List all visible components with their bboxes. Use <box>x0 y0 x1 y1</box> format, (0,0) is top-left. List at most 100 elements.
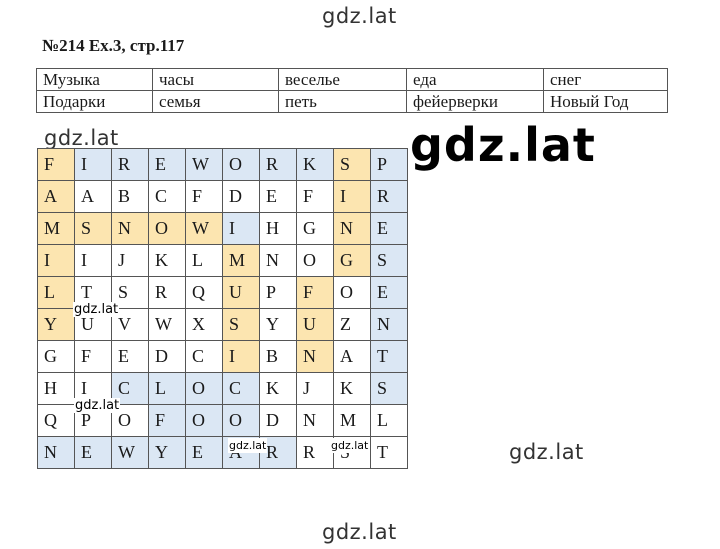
watermark-small: gdz.lat <box>73 302 120 317</box>
word-cell: петь <box>278 90 407 113</box>
grid-letter-cell: E <box>74 436 112 469</box>
grid-letter-cell: R <box>296 436 334 469</box>
word-cell: веселье <box>278 68 407 91</box>
grid-letter-cell: T <box>370 340 408 373</box>
watermark-small: gdz.lat <box>330 438 370 453</box>
grid-letter-cell: E <box>148 148 186 181</box>
grid-letter-cell: F <box>148 404 186 437</box>
grid-letter-cell: K <box>296 148 334 181</box>
grid-letter-cell: U <box>296 308 334 341</box>
grid-letter-cell: E <box>259 180 297 213</box>
words-row: Музыка часы веселье еда снег <box>36 68 668 91</box>
grid-letter-cell: H <box>259 212 297 245</box>
grid-letter-cell: O <box>222 148 260 181</box>
grid-letter-cell: J <box>111 244 149 277</box>
grid-letter-cell: N <box>333 212 371 245</box>
grid-letter-cell: T <box>370 436 408 469</box>
grid-letter-cell: Q <box>37 404 75 437</box>
grid-letter-cell: S <box>370 372 408 405</box>
grid-letter-cell: I <box>222 340 260 373</box>
grid-letter-cell: D <box>148 340 186 373</box>
grid-letter-cell: U <box>222 276 260 309</box>
grid-letter-cell: F <box>185 180 223 213</box>
grid-letter-cell: V <box>111 308 149 341</box>
grid-letter-cell: M <box>37 212 75 245</box>
grid-letter-cell: S <box>222 308 260 341</box>
watermark-small: gdz.lat <box>228 438 268 453</box>
grid-letter-cell: W <box>148 308 186 341</box>
watermark: gdz.lat <box>322 520 397 544</box>
grid-letter-cell: F <box>74 340 112 373</box>
grid-letter-cell: M <box>333 404 371 437</box>
grid-letter-cell: W <box>185 212 223 245</box>
word-cell: еда <box>406 68 544 91</box>
grid-letter-cell: D <box>222 180 260 213</box>
watermark-large: gdz.lat <box>410 118 596 172</box>
grid-letter-cell: W <box>185 148 223 181</box>
grid-letter-cell: R <box>259 148 297 181</box>
grid-letter-cell: S <box>333 148 371 181</box>
grid-letter-cell: Y <box>37 308 75 341</box>
grid-letter-cell: S <box>370 244 408 277</box>
grid-letter-cell: W <box>111 436 149 469</box>
grid-letter-cell: Q <box>185 276 223 309</box>
grid-letter-cell: O <box>185 404 223 437</box>
grid-letter-cell: N <box>111 212 149 245</box>
grid-letter-cell: S <box>74 212 112 245</box>
grid-letter-cell: A <box>333 340 371 373</box>
grid-letter-cell: F <box>37 148 75 181</box>
grid-letter-cell: B <box>111 180 149 213</box>
grid-letter-cell: O <box>222 404 260 437</box>
grid-letter-cell: J <box>296 372 334 405</box>
watermark: gdz.lat <box>509 440 584 464</box>
grid-letter-cell: E <box>185 436 223 469</box>
grid-letter-cell: H <box>37 372 75 405</box>
grid-letter-cell: I <box>74 148 112 181</box>
word-cell: Подарки <box>36 90 153 113</box>
grid-letter-cell: M <box>222 244 260 277</box>
grid-letter-cell: Z <box>333 308 371 341</box>
grid-letter-cell: A <box>37 180 75 213</box>
grid-letter-cell: X <box>185 308 223 341</box>
grid-letter-cell: N <box>370 308 408 341</box>
grid-letter-cell: E <box>370 212 408 245</box>
grid-letter-cell: K <box>259 372 297 405</box>
grid-letter-cell: L <box>370 404 408 437</box>
grid-letter-cell: N <box>37 436 75 469</box>
word-cell: семья <box>152 90 279 113</box>
grid-letter-cell: C <box>185 340 223 373</box>
grid-letter-cell: O <box>185 372 223 405</box>
words-row: Подарки семья петь фейерверки Новый Год <box>36 90 668 113</box>
grid-letter-cell: R <box>111 148 149 181</box>
grid-letter-cell: L <box>185 244 223 277</box>
watermark: gdz.lat <box>44 126 119 150</box>
grid-letter-cell: G <box>333 244 371 277</box>
grid-letter-cell: R <box>148 276 186 309</box>
word-cell: фейерверки <box>406 90 544 113</box>
grid-letter-cell: F <box>296 276 334 309</box>
grid-letter-cell: B <box>259 340 297 373</box>
word-cell: снег <box>543 68 668 91</box>
grid-letter-cell: C <box>148 180 186 213</box>
grid-row: NEWYEARRST <box>37 436 408 469</box>
grid-letter-cell: K <box>333 372 371 405</box>
grid-letter-cell: E <box>111 340 149 373</box>
words-table: Музыка часы веселье еда снег Подарки сем… <box>36 68 668 113</box>
grid-letter-cell: O <box>296 244 334 277</box>
grid-letter-cell: G <box>296 212 334 245</box>
grid-letter-cell: N <box>296 404 334 437</box>
grid-letter-cell: C <box>222 372 260 405</box>
exercise-heading: №214 Ex.3, стр.117 <box>42 36 185 55</box>
grid-letter-cell: I <box>222 212 260 245</box>
word-cell: Новый Год <box>543 90 668 113</box>
grid-letter-cell: K <box>148 244 186 277</box>
grid-letter-cell: L <box>148 372 186 405</box>
grid-letter-cell: I <box>74 244 112 277</box>
